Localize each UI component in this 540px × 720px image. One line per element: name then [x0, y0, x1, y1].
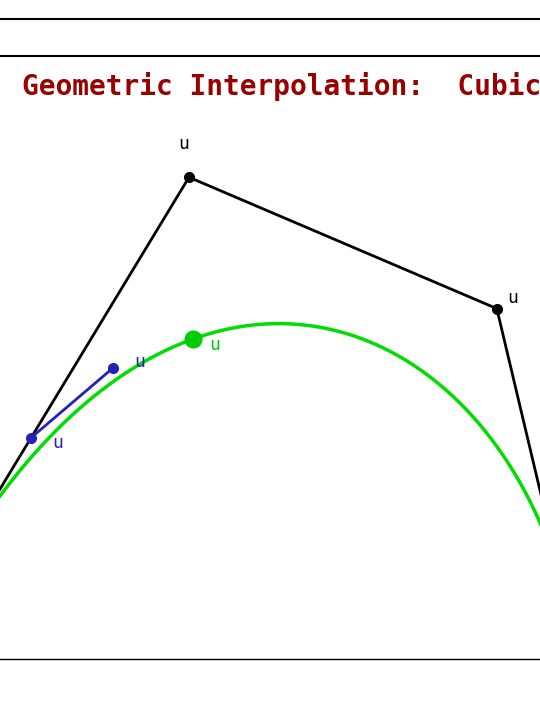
Text: u: u	[53, 434, 64, 452]
Text: u: u	[135, 354, 146, 372]
Text: u: u	[209, 336, 220, 354]
Text: Spline: Spline	[464, 675, 518, 691]
Text: ADVANCED COMPUTER   GRAPHICS: ADVANCED COMPUTER GRAPHICS	[22, 33, 232, 46]
Text: u: u	[508, 289, 518, 307]
Text: Geometric Interpolation:  Cubic: Geometric Interpolation: Cubic	[22, 72, 540, 101]
Text: u: u	[178, 135, 189, 153]
Text: CMSC 635: CMSC 635	[22, 676, 94, 690]
Text: January 15, 2013: January 15, 2013	[197, 676, 343, 690]
